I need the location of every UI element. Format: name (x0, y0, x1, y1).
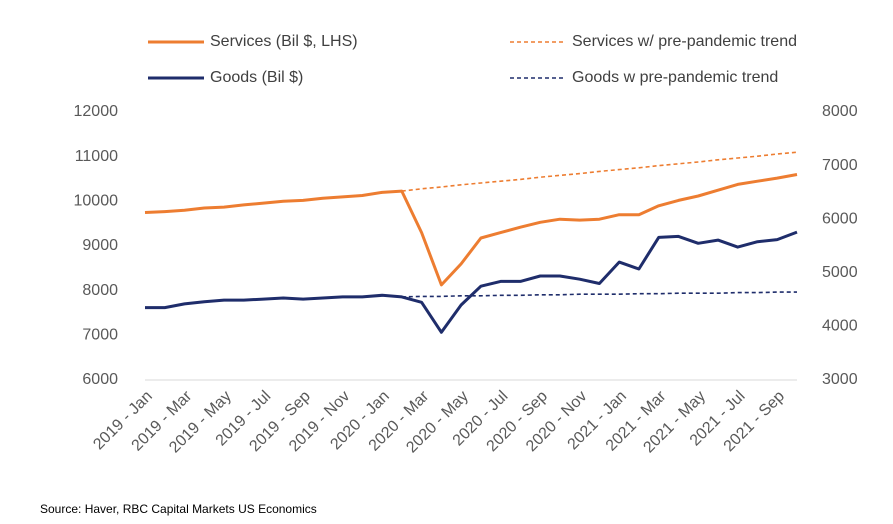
y2-tick-label: 6000 (822, 210, 858, 227)
series-line (144, 173, 798, 287)
legend-label: Services (Bil $, LHS) (210, 33, 358, 50)
y-tick-label: 6000 (82, 371, 118, 388)
y-tick-label: 10000 (74, 193, 119, 210)
y2-tick-label: 3000 (822, 371, 858, 388)
y2-tick-label: 8000 (822, 103, 858, 120)
series-line (401, 151, 798, 192)
legend-label: Goods (Bil $) (210, 69, 303, 86)
y2-tick-label: 5000 (822, 264, 858, 281)
y2-tick-label: 7000 (822, 157, 858, 174)
series-line (145, 230, 798, 334)
legend-label: Services w/ pre-pandemic trend (572, 33, 797, 50)
legend-label: Goods w pre-pandemic trend (572, 69, 778, 86)
series-line (401, 291, 797, 298)
source-note: Source: Haver, RBC Capital Markets US Ec… (40, 502, 317, 516)
y-tick-label: 12000 (74, 103, 119, 120)
y2-tick-label: 4000 (822, 318, 858, 335)
y-tick-label: 9000 (82, 237, 118, 254)
y-tick-label: 11000 (75, 148, 118, 165)
y-tick-label: 7000 (82, 327, 118, 344)
y-tick-label: 8000 (82, 282, 118, 299)
